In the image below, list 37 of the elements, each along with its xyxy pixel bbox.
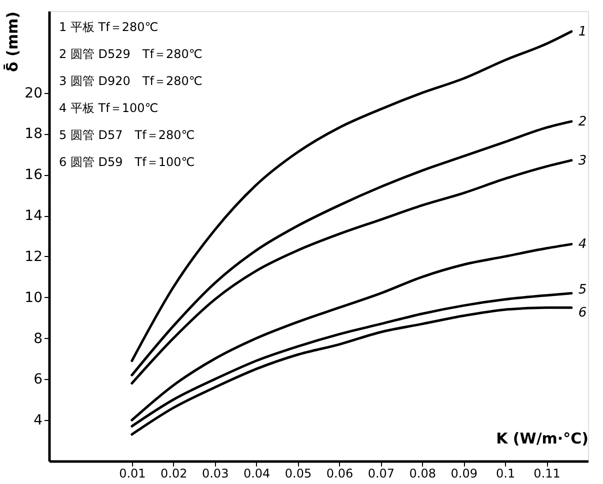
x-axis-title: K (W/m·°C) [496, 430, 588, 448]
y-tick-label: 16 [24, 167, 43, 184]
y-tick-label: 10 [24, 290, 42, 306]
annotation: 2 圆管 D529 Tf＝280℃ [59, 47, 202, 61]
x-tick-label: 0.08 [409, 466, 436, 480]
x-tick-label: 0.01 [119, 466, 146, 480]
y-tick-label: 8 [34, 330, 42, 347]
series-label: 1 [578, 24, 587, 40]
x-tick-label: 0.1 [496, 466, 516, 480]
y-tick-label: 4 [34, 412, 43, 429]
y-tick-label: 6 [34, 372, 43, 388]
y-tick-label: 14 [24, 208, 43, 224]
x-tick-label: 0.09 [450, 466, 478, 480]
series-label: 5 [578, 282, 587, 298]
annotation: 6 圆管 D59 Tf＝100℃ [59, 155, 195, 169]
series-label: 4 [578, 237, 587, 252]
annotation: 5 圆管 D57 Tf＝280℃ [59, 128, 195, 142]
y-tick-label: 20 [24, 85, 42, 102]
x-tick-label: 0.03 [202, 466, 229, 480]
line-series [130, 292, 573, 428]
x-tick-label: 0.07 [368, 466, 395, 480]
x-tick-label: 0.11 [534, 466, 560, 480]
annotation: 1 平板 Tf＝280℃ [59, 20, 158, 34]
x-tick-label: 0.05 [284, 466, 312, 480]
y-tick-label: 12 [24, 248, 42, 265]
y-tick-label: 18 [24, 126, 42, 142]
line-series [130, 242, 573, 422]
x-tick-label: 0.02 [160, 466, 188, 480]
annotation: 3 圆管 D920 Tf＝280℃ [59, 74, 202, 88]
series-label: 3 [578, 153, 587, 168]
series-label: 6 [578, 306, 587, 321]
line-series [130, 120, 573, 376]
annotation: 4 平板 Tf＝100℃ [59, 101, 158, 115]
x-tick-label: 0.06 [326, 466, 354, 480]
x-tick-label: 0.04 [243, 466, 270, 480]
series-label: 2 [578, 114, 587, 130]
y-axis-title: δ̄ (mm) [2, 12, 22, 72]
